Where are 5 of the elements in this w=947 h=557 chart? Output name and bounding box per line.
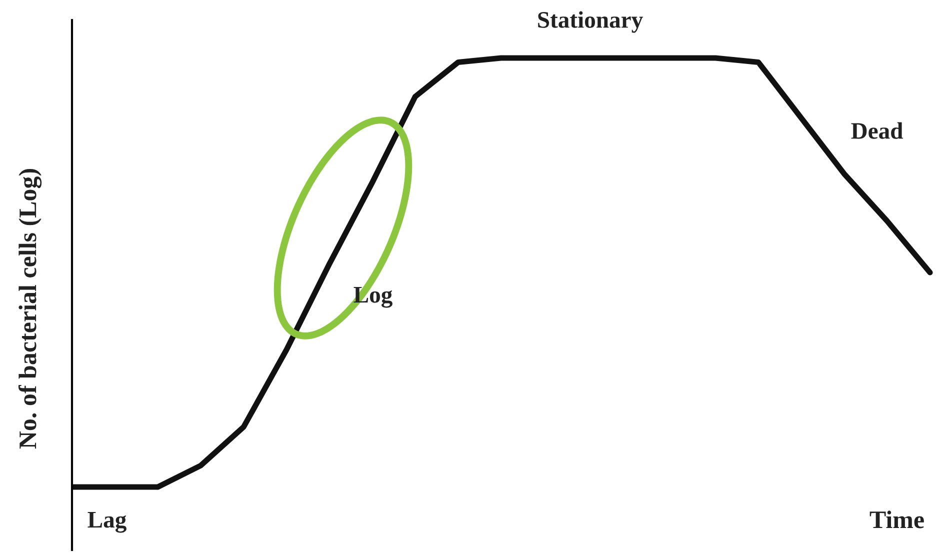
text: Stationary <box>538 11 643 33</box>
x-axis-title: Time <box>870 510 924 528</box>
text: Lag <box>88 512 126 533</box>
y-axis-title: No. of bacterial cells (Log) <box>18 169 42 449</box>
annotation: Dead <box>851 122 903 139</box>
